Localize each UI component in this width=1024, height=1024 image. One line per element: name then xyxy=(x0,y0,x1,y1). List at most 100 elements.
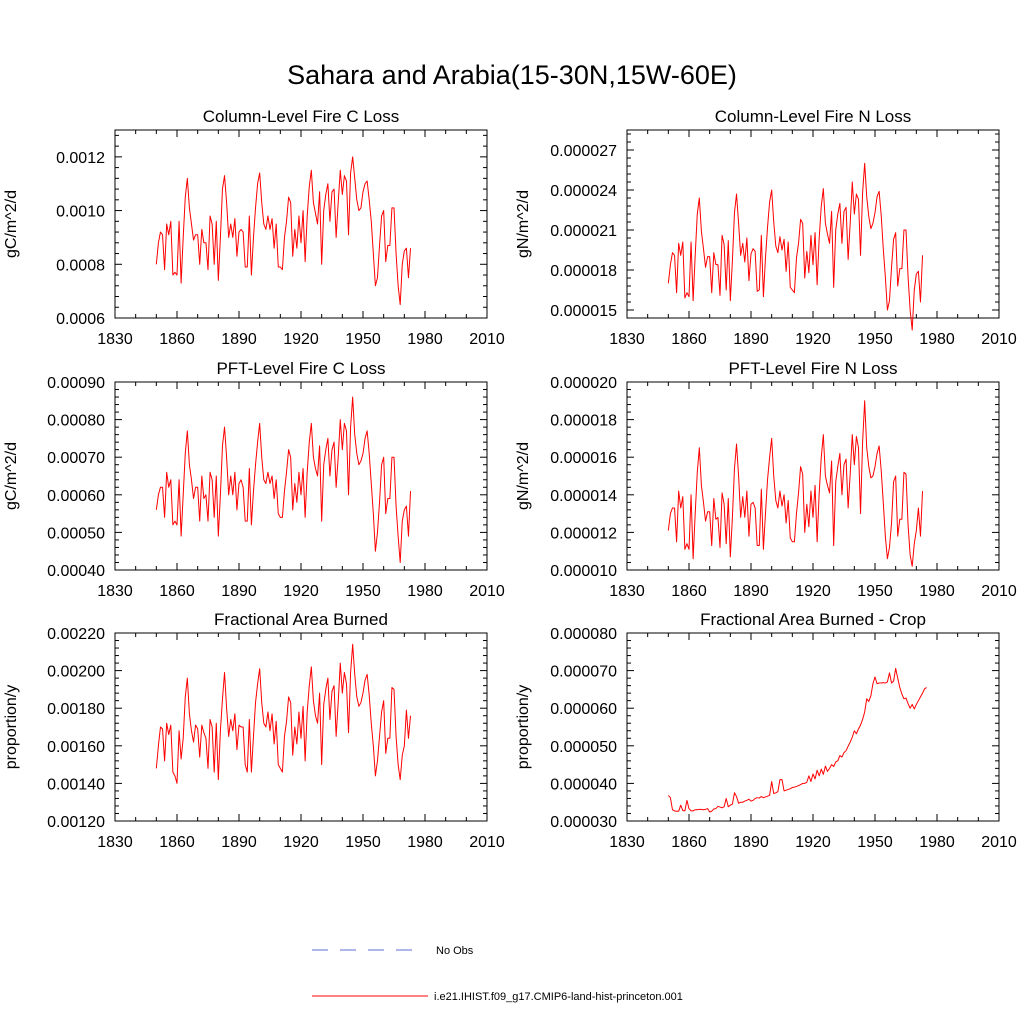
x-tick-label: 1980 xyxy=(407,331,443,348)
panel-fractional-area-burned-crop: 1830 1860 1890 1920 1950 1980 2010 0.000030 0.00… xyxy=(515,610,1017,851)
x-tick-label: 1920 xyxy=(283,834,319,851)
x-tick-label: 1920 xyxy=(795,583,831,600)
y-tick-label: 0.00200 xyxy=(47,664,105,681)
plot-frame xyxy=(626,129,1000,319)
legend: No Obs i.e21.IHIST.f09_g17.CMIP6-land-hi… xyxy=(312,945,683,1003)
y-axis-label: proportion/y xyxy=(515,685,532,770)
y-tick-label: 0.00090 xyxy=(47,375,105,392)
x-tick-label: 1950 xyxy=(345,583,381,600)
panel-title: PFT-Level Fire N Loss xyxy=(728,359,897,378)
x-tick-label: 1950 xyxy=(857,834,893,851)
legend-model-label: i.e21.IHIST.f09_g17.CMIP6-land-hist-prin… xyxy=(434,991,683,1003)
y-tick-label: 0.000060 xyxy=(550,701,617,718)
x-tick-label: 2010 xyxy=(469,583,505,600)
y-tick-label: 0.0008 xyxy=(56,257,105,274)
x-tick-label: 2010 xyxy=(469,834,505,851)
panel-column-fire-n-loss: 1830 1860 1890 1920 1950 1980 2010 0.000015 0.00… xyxy=(515,107,1017,348)
plot-frame xyxy=(114,381,488,571)
y-tick-label: 0.00060 xyxy=(47,488,105,505)
x-tick-label: 1980 xyxy=(407,583,443,600)
panel-pft-fire-n-loss: 1830 1860 1890 1920 1950 1980 2010 0.000010 0.00… xyxy=(515,359,1017,600)
x-tick-label: 1890 xyxy=(221,331,257,348)
y-tick-label: 0.000015 xyxy=(550,303,617,320)
x-tick-label: 1950 xyxy=(345,331,381,348)
x-tick-label: 1830 xyxy=(97,583,133,600)
y-tick-label: 0.000020 xyxy=(550,375,617,392)
y-axis-label: gC/m^2/d xyxy=(3,442,20,510)
y-tick-label: 0.000024 xyxy=(550,183,617,200)
panel-fractional-area-burned: 1830 1860 1890 1920 1950 1980 2010 0.00120 0.001… xyxy=(3,610,505,851)
y-axis-label: gN/m^2/d xyxy=(515,190,532,258)
y-tick-label: 0.00220 xyxy=(47,626,105,643)
panel-title: Column-Level Fire N Loss xyxy=(715,107,912,126)
x-tick-label: 1860 xyxy=(159,834,195,851)
legend-obs-label: No Obs xyxy=(436,945,474,957)
x-tick-label: 1830 xyxy=(97,834,133,851)
panel-title: Column-Level Fire C Loss xyxy=(203,107,400,126)
x-tick-label: 1920 xyxy=(795,331,831,348)
y-tick-label: 0.000016 xyxy=(550,450,617,467)
y-tick-label: 0.000070 xyxy=(550,664,617,681)
y-tick-label: 0.000027 xyxy=(550,143,617,160)
y-tick-label: 0.00070 xyxy=(47,450,105,467)
y-tick-label: 0.00160 xyxy=(47,739,105,756)
x-tick-label: 1860 xyxy=(671,583,707,600)
y-tick-label: 0.000012 xyxy=(550,525,617,542)
x-tick-label: 1920 xyxy=(795,834,831,851)
y-tick-label: 0.000040 xyxy=(550,776,617,793)
plot-frame xyxy=(626,632,1000,822)
x-tick-label: 1980 xyxy=(919,834,955,851)
x-tick-label: 1830 xyxy=(97,331,133,348)
x-tick-label: 1920 xyxy=(283,331,319,348)
y-tick-label: 0.000018 xyxy=(550,413,617,430)
x-tick-label: 1890 xyxy=(221,583,257,600)
plot-frame xyxy=(626,381,1000,571)
y-tick-label: 0.000080 xyxy=(550,626,617,643)
x-tick-label: 1830 xyxy=(609,331,645,348)
x-tick-label: 1980 xyxy=(407,834,443,851)
y-tick-label: 0.0012 xyxy=(56,150,105,167)
x-tick-label: 1830 xyxy=(609,834,645,851)
x-tick-label: 1860 xyxy=(671,834,707,851)
x-tick-label: 1950 xyxy=(857,583,893,600)
series-line xyxy=(667,400,924,567)
y-tick-label: 0.000050 xyxy=(550,739,617,756)
x-tick-label: 2010 xyxy=(981,331,1017,348)
panel-pft-fire-c-loss: 1830 1860 1890 1920 1950 1980 2010 0.00040 0.000… xyxy=(3,359,505,600)
y-tick-label: 0.000014 xyxy=(550,488,617,505)
x-tick-label: 1950 xyxy=(857,331,893,348)
x-tick-label: 1860 xyxy=(159,583,195,600)
y-tick-label: 0.00180 xyxy=(47,701,105,718)
x-tick-label: 1830 xyxy=(609,583,645,600)
y-tick-label: 0.00140 xyxy=(47,776,105,793)
panel-title: PFT-Level Fire C Loss xyxy=(216,359,385,378)
y-tick-label: 0.0010 xyxy=(56,204,105,221)
series-line xyxy=(155,156,412,306)
y-axis-label: gC/m^2/d xyxy=(3,190,20,258)
series-line xyxy=(667,162,924,331)
x-tick-label: 2010 xyxy=(981,834,1017,851)
y-tick-label: 0.000021 xyxy=(550,223,617,240)
y-tick-label: 0.000010 xyxy=(550,563,617,580)
x-tick-label: 1890 xyxy=(733,834,769,851)
panel-title: Fractional Area Burned - Crop xyxy=(700,610,926,629)
y-tick-label: 0.00120 xyxy=(47,814,105,831)
y-tick-label: 0.000018 xyxy=(550,263,617,280)
series-line xyxy=(155,643,412,784)
x-tick-label: 1920 xyxy=(283,583,319,600)
x-tick-label: 1860 xyxy=(159,331,195,348)
figure-title: Sahara and Arabia(15-30N,15W-60E) xyxy=(287,60,737,90)
y-tick-label: 0.00080 xyxy=(47,413,105,430)
x-tick-label: 1890 xyxy=(733,583,769,600)
x-tick-label: 1890 xyxy=(221,834,257,851)
x-tick-label: 1890 xyxy=(733,331,769,348)
x-tick-label: 1980 xyxy=(919,331,955,348)
y-tick-label: 0.000030 xyxy=(550,814,617,831)
y-tick-label: 0.0006 xyxy=(56,311,105,328)
series-line xyxy=(155,396,412,563)
x-tick-label: 1980 xyxy=(919,583,955,600)
y-axis-label: proportion/y xyxy=(3,685,20,770)
x-tick-label: 1950 xyxy=(345,834,381,851)
series-line xyxy=(667,667,927,813)
